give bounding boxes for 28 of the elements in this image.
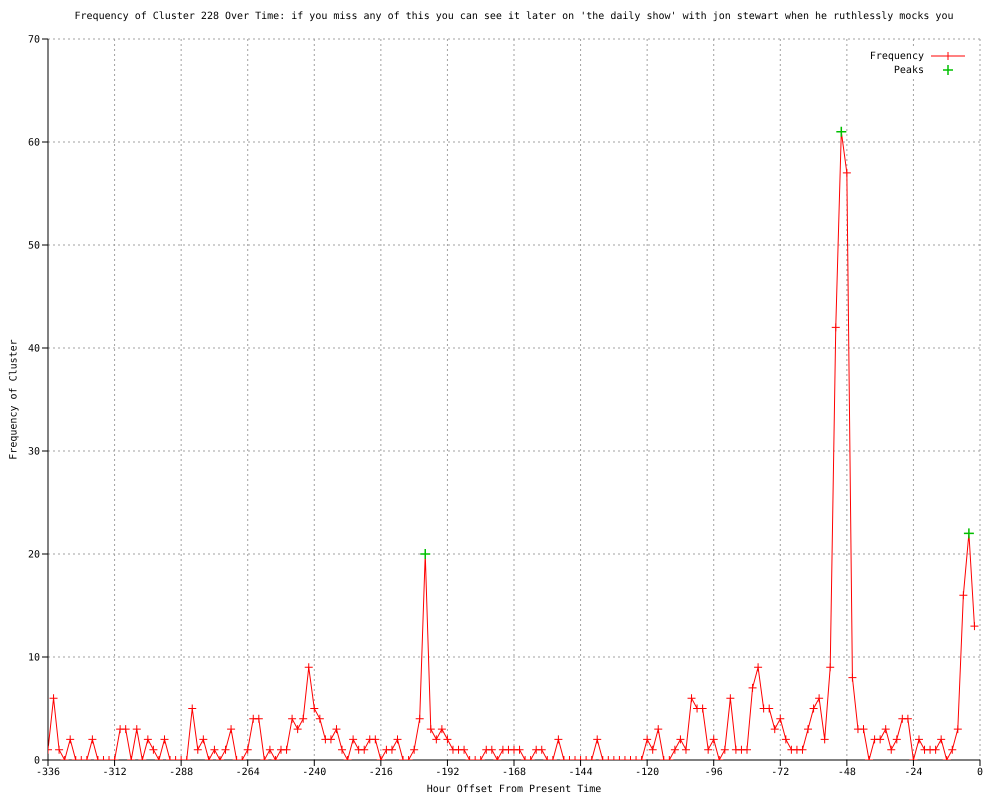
legend-label: Peaks	[894, 64, 924, 76]
y-tick-label: 60	[28, 138, 40, 149]
x-tick-label: -24	[904, 767, 922, 778]
x-tick-label: -72	[771, 767, 790, 778]
x-tick-label: -48	[838, 767, 856, 778]
x-tick-label: -168	[502, 767, 526, 778]
x-tick-label: -192	[435, 767, 460, 778]
y-tick-label: 50	[28, 240, 40, 252]
y-axis-title: Frequency of Cluster	[8, 339, 20, 460]
chart-title: Frequency of Cluster 228 Over Time: if you miss any of this you can see it later on 'the daily show' with jon stewart when he ruthlessly mocks you	[74, 10, 954, 24]
x-tick-label: -312	[102, 767, 127, 778]
x-tick-label: -120	[635, 767, 660, 778]
x-tick-label: 0	[976, 767, 984, 778]
x-tick-label: -96	[704, 767, 723, 778]
legend-label: Frequency	[870, 50, 924, 62]
x-tick-label: -216	[368, 767, 393, 778]
x-tick-label: -336	[36, 767, 60, 778]
y-tick-label: 70	[28, 34, 40, 46]
y-tick-label: 10	[28, 652, 40, 664]
x-axis-title: Hour Offset From Present Time	[426, 784, 602, 795]
y-tick-label: 40	[28, 344, 40, 355]
x-tick-label: -240	[302, 767, 326, 778]
y-tick-label: 20	[28, 550, 40, 561]
y-tick-label: 0	[34, 756, 40, 767]
y-tick-label: 30	[28, 446, 40, 458]
x-tick-label: -144	[568, 767, 593, 778]
x-tick-label: -264	[236, 767, 260, 778]
x-tick-label: -288	[169, 767, 194, 778]
